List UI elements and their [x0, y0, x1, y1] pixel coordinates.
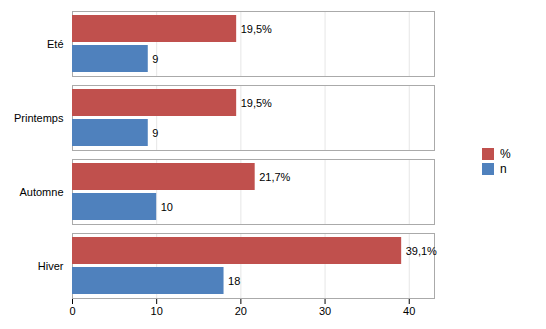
svg-text:Printemps: Printemps [14, 112, 64, 124]
svg-text:Eté: Eté [47, 38, 64, 50]
svg-text:Hiver: Hiver [38, 260, 64, 272]
svg-text:0: 0 [69, 305, 75, 317]
svg-text:9: 9 [152, 53, 158, 65]
svg-text:19,5%: 19,5% [241, 97, 272, 109]
svg-text:19,5%: 19,5% [241, 23, 272, 35]
svg-text:10: 10 [151, 305, 163, 317]
svg-text:10: 10 [161, 201, 173, 213]
svg-text:20: 20 [235, 305, 247, 317]
svg-text:30: 30 [319, 305, 331, 317]
svg-text:9: 9 [152, 127, 158, 139]
html-text:n: n [500, 161, 507, 176]
svg-text:40: 40 [403, 305, 415, 317]
svg-text:39,1%: 39,1% [406, 245, 437, 257]
svg-text:21,7%: 21,7% [259, 171, 290, 183]
svg-text:18: 18 [228, 275, 240, 287]
svg-text:Automne: Automne [19, 186, 63, 198]
